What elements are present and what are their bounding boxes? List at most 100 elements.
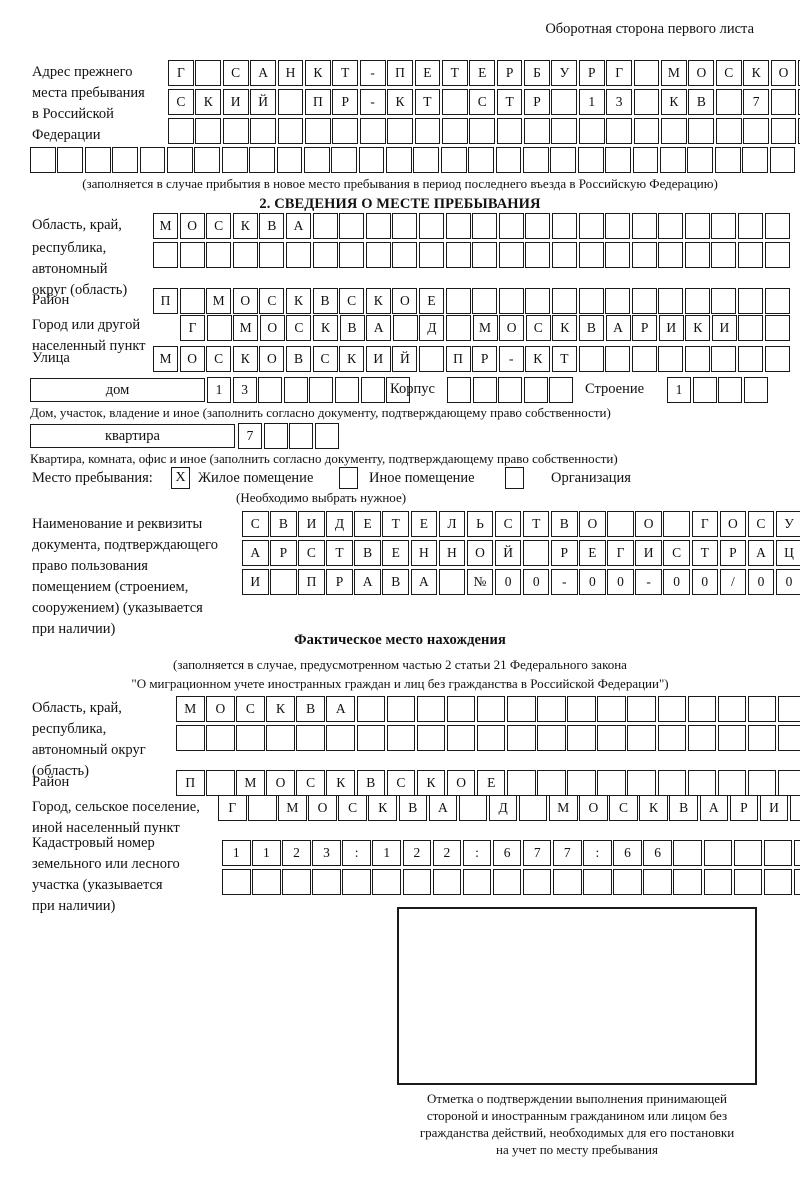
char-cell[interactable]: А <box>428 795 458 821</box>
char-cell[interactable]: И <box>658 315 684 341</box>
char-cell[interactable]: М <box>206 288 232 314</box>
char-cell[interactable] <box>236 725 265 751</box>
char-cell[interactable] <box>613 869 642 895</box>
char-cell[interactable]: 0 <box>607 569 634 595</box>
char-cell[interactable] <box>605 147 631 173</box>
char-cell[interactable] <box>472 242 498 268</box>
char-cell[interactable]: Й <box>250 89 276 115</box>
char-cell[interactable] <box>657 770 686 796</box>
char-cell[interactable]: В <box>578 315 604 341</box>
char-cell[interactable] <box>578 346 604 372</box>
stroenie-row[interactable]: 1 <box>667 377 768 403</box>
char-cell[interactable]: В <box>382 569 409 595</box>
char-cell[interactable] <box>597 696 626 722</box>
char-cell[interactable] <box>418 346 444 372</box>
char-cell[interactable] <box>703 869 732 895</box>
char-cell[interactable]: 2 <box>282 840 311 866</box>
char-cell[interactable] <box>112 147 138 173</box>
char-cell[interactable] <box>360 377 385 403</box>
char-cell[interactable]: К <box>368 795 397 821</box>
char-cell[interactable] <box>747 770 777 796</box>
char-cell[interactable] <box>418 213 444 239</box>
char-cell[interactable] <box>195 118 222 144</box>
char-cell[interactable] <box>631 346 657 372</box>
char-cell[interactable] <box>334 377 359 403</box>
char-cell[interactable] <box>523 147 549 173</box>
char-cell[interactable]: С <box>286 315 312 341</box>
char-cell[interactable]: 3 <box>312 840 341 866</box>
char-cell[interactable] <box>658 242 684 268</box>
char-cell[interactable]: - <box>359 89 386 115</box>
char-cell[interactable] <box>567 725 596 751</box>
char-cell[interactable]: С <box>339 288 365 314</box>
char-cell[interactable] <box>168 118 194 144</box>
char-cell[interactable] <box>206 770 235 796</box>
char-cell[interactable]: В <box>356 770 386 796</box>
char-cell[interactable]: И <box>222 89 249 115</box>
char-cell[interactable]: Р <box>729 795 759 821</box>
char-cell[interactable]: О <box>499 315 525 341</box>
char-cell[interactable]: 0 <box>522 569 550 595</box>
char-cell[interactable]: К <box>416 770 446 796</box>
char-cell[interactable] <box>476 696 506 722</box>
char-cell[interactable] <box>549 377 574 403</box>
char-cell[interactable] <box>715 118 742 144</box>
char-cell[interactable]: К <box>365 288 391 314</box>
char-cell[interactable]: - <box>635 569 662 595</box>
char-cell[interactable]: Г <box>607 540 634 566</box>
char-cell[interactable]: О <box>770 60 797 86</box>
char-cell[interactable]: К <box>789 795 800 821</box>
char-cell[interactable]: М <box>236 770 265 796</box>
char-cell[interactable]: 2 <box>432 840 462 866</box>
char-cell[interactable] <box>688 118 715 144</box>
char-cell[interactable]: О <box>466 540 494 566</box>
char-cell[interactable] <box>718 377 743 403</box>
char-cell[interactable] <box>717 696 747 722</box>
char-cell[interactable]: М <box>549 795 578 821</box>
char-cell[interactable]: - <box>359 60 386 86</box>
char-cell[interactable]: К <box>525 346 551 372</box>
char-cell[interactable]: 1 <box>252 840 281 866</box>
char-cell[interactable] <box>632 147 659 173</box>
char-cell[interactable]: Р <box>632 315 658 341</box>
char-cell[interactable]: Р <box>719 540 747 566</box>
char-cell[interactable]: С <box>222 60 249 86</box>
char-cell[interactable]: - <box>498 346 524 372</box>
char-cell[interactable] <box>249 147 275 173</box>
char-cell[interactable]: Й <box>392 346 418 372</box>
char-cell[interactable] <box>445 213 471 239</box>
char-cell[interactable] <box>296 725 325 751</box>
char-cell[interactable] <box>445 242 471 268</box>
char-cell[interactable]: Н <box>410 540 438 566</box>
char-cell[interactable]: 1 <box>372 840 401 866</box>
char-cell[interactable] <box>270 569 297 595</box>
char-cell[interactable] <box>770 118 797 144</box>
char-cell[interactable] <box>166 147 193 173</box>
char-cell[interactable] <box>507 725 536 751</box>
char-cell[interactable] <box>551 89 578 115</box>
char-cell[interactable] <box>312 242 338 268</box>
char-cell[interactable]: А <box>605 315 631 341</box>
char-cell[interactable] <box>458 795 488 821</box>
char-cell[interactable]: В <box>270 511 297 537</box>
char-cell[interactable]: М <box>176 696 205 722</box>
char-cell[interactable]: 0 <box>663 569 690 595</box>
char-cell[interactable] <box>738 288 764 314</box>
char-cell[interactable] <box>282 869 311 895</box>
char-cell[interactable] <box>765 315 791 341</box>
char-cell[interactable]: К <box>266 696 295 722</box>
char-cell[interactable] <box>607 511 634 537</box>
char-cell[interactable] <box>498 242 524 268</box>
char-cell[interactable]: О <box>179 213 205 239</box>
char-cell[interactable]: С <box>259 288 285 314</box>
char-cell[interactable]: С <box>206 346 232 372</box>
char-cell[interactable] <box>263 423 288 449</box>
char-cell[interactable]: : <box>583 840 612 866</box>
